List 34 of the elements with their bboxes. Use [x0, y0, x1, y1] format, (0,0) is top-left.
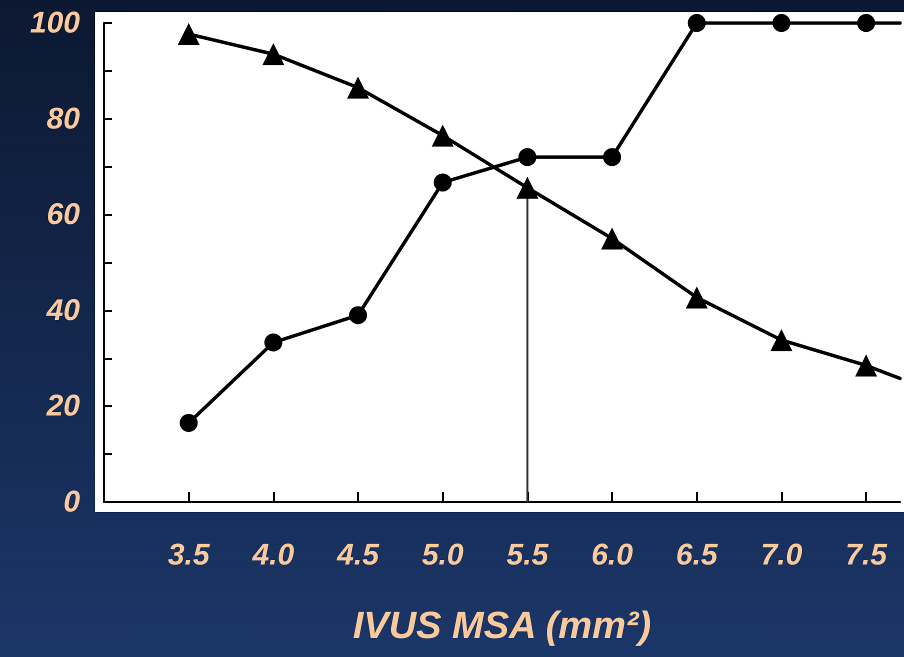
point — [347, 76, 370, 99]
x-tick-label: 4.0 — [252, 538, 295, 572]
point — [434, 174, 452, 192]
x-tick-label: 6.0 — [591, 538, 634, 572]
point — [516, 176, 538, 199]
point — [264, 333, 282, 352]
x-tick-label: 5.0 — [422, 538, 464, 572]
y-tick-label: 40 — [46, 294, 80, 327]
y-tick-label: 80 — [46, 102, 80, 136]
point — [262, 43, 284, 66]
point — [772, 14, 790, 32]
point — [518, 148, 536, 166]
point — [857, 14, 876, 32]
point — [686, 286, 708, 308]
y-tick-label: 0 — [63, 486, 80, 518]
y-tick-label: 100 — [30, 6, 80, 40]
point — [601, 228, 624, 250]
point — [178, 23, 200, 46]
point — [603, 148, 622, 166]
y-tick-label: 60 — [46, 198, 80, 232]
x-tick-label: 4.5 — [336, 538, 380, 572]
x-tick-label: 5.5 — [506, 538, 550, 572]
point — [855, 354, 878, 376]
x-tick-label: 6.5 — [676, 538, 719, 572]
y-tick-label: 20 — [46, 390, 80, 423]
x-tick-label: 7.5 — [845, 538, 888, 572]
point — [349, 306, 368, 324]
x-tick-label: 3.5 — [168, 538, 211, 572]
x-axis-title: IVUS MSA (mm²) — [352, 605, 652, 647]
point — [432, 124, 454, 147]
point — [180, 414, 198, 432]
point — [770, 329, 792, 352]
point — [688, 14, 706, 32]
x-tick-label: 7.0 — [760, 538, 803, 572]
